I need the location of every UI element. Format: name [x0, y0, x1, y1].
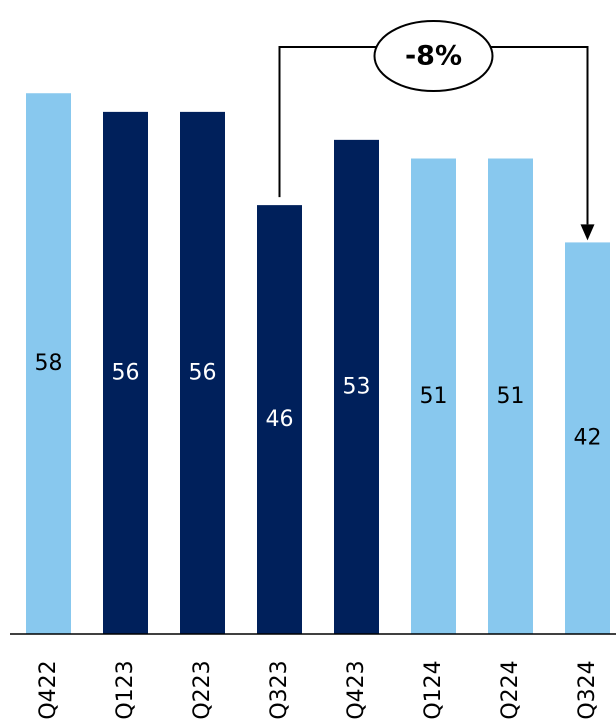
x-tick-label: Q123 [113, 660, 138, 719]
bar-value-label: 56 [112, 360, 140, 385]
annotation-bubble [373, 20, 494, 92]
change-annotation: -8% [278, 20, 595, 241]
bar-value-label: 46 [266, 407, 294, 432]
bar-value-label: 58 [35, 351, 63, 376]
bar-value-label: 51 [420, 384, 448, 409]
bar-q124 [411, 158, 456, 634]
arrowhead-icon [580, 224, 595, 241]
bar-q422 [26, 93, 71, 634]
bar-q324 [565, 242, 610, 635]
bar-q423 [334, 139, 379, 634]
bars: 58 56 56 46 53 51 51 42 [26, 93, 610, 635]
x-tick-label: Q224 [498, 660, 523, 719]
bar-value-label: 51 [497, 384, 525, 409]
x-tick-label: Q124 [421, 660, 446, 719]
bar-q223 [180, 111, 225, 635]
x-axis-ticks: Q422 Q123 Q223 Q323 Q423 Q124 Q224 Q324 [36, 660, 600, 719]
x-tick-label: Q423 [344, 660, 369, 719]
bar-value-label: 56 [189, 360, 217, 385]
bar-value-label: 42 [574, 426, 602, 451]
x-tick-label: Q422 [36, 660, 61, 719]
x-tick-label: Q323 [267, 660, 292, 719]
x-tick-label: Q324 [575, 660, 600, 719]
annotation-text: -8% [405, 41, 462, 72]
bar-q323 [257, 205, 302, 634]
x-tick-label: Q223 [190, 660, 215, 719]
bar-q123 [103, 111, 148, 635]
bar-value-label: 53 [343, 374, 371, 399]
bar-q224 [488, 158, 533, 634]
